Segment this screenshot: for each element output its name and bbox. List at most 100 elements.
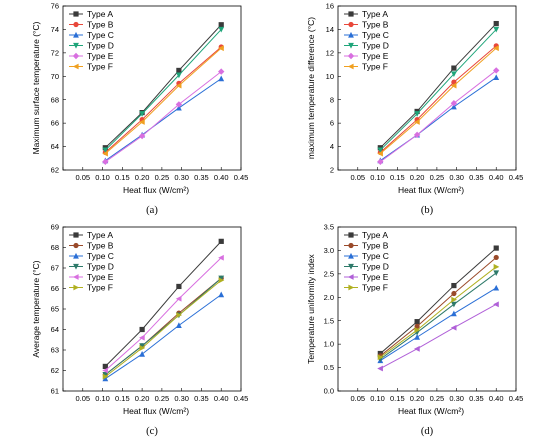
series-type-c: Type C	[344, 251, 500, 364]
y-tick-label: 2.0	[324, 293, 334, 302]
data-point	[377, 365, 383, 372]
data-point	[175, 295, 182, 302]
y-tick-label: 8	[330, 95, 334, 104]
data-point	[102, 372, 109, 378]
x-tick-label: 0.05	[75, 173, 90, 182]
series-type-d: Type D	[344, 26, 500, 154]
data-point	[175, 72, 182, 79]
legend-marker	[348, 284, 355, 291]
legend-label: Type A	[87, 230, 113, 240]
data-point	[450, 324, 457, 331]
data-point	[102, 367, 108, 374]
series-type-f: Type F	[344, 45, 499, 157]
data-point	[139, 343, 146, 349]
series-line	[379, 247, 497, 354]
legend-marker	[73, 263, 79, 270]
legend-label: Type A	[362, 9, 388, 19]
data-point	[493, 254, 499, 261]
legend-marker	[347, 52, 355, 60]
legend-marker	[73, 31, 79, 38]
data-point	[139, 345, 146, 351]
series-line	[104, 241, 222, 367]
data-point	[493, 74, 500, 81]
series-line	[105, 279, 222, 378]
y-tick-label: 66	[51, 119, 59, 128]
y-tick-label: 70	[51, 72, 59, 81]
y-tick-label: 62	[51, 166, 59, 175]
data-point	[493, 301, 499, 308]
legend-label: Type B	[362, 241, 389, 251]
x-tick-label: 0.10	[95, 394, 110, 403]
panel-label: (c)	[146, 426, 158, 437]
y-axis-title: maximum temperature difference (°C)	[306, 17, 316, 159]
data-point	[414, 327, 421, 333]
y-axis-title: Maximum surface temperature (°C)	[31, 21, 41, 154]
series-line	[105, 78, 222, 162]
data-point	[102, 373, 109, 380]
y-tick-label: 2.5	[324, 269, 334, 278]
data-point	[450, 100, 458, 107]
legend-label: Type B	[362, 20, 389, 30]
y-tick-label: 69	[51, 223, 59, 232]
data-point	[139, 119, 145, 125]
y-tick-label: 16	[326, 2, 334, 11]
y-tick-label: 64	[51, 325, 59, 334]
data-point	[218, 254, 224, 261]
data-point	[413, 131, 421, 139]
data-point	[218, 45, 224, 52]
series-type-e: Type E	[69, 254, 224, 374]
legend-label: Type B	[87, 241, 114, 251]
x-axis-title: Heat flux (W/cm²)	[398, 185, 464, 195]
legend-marker	[348, 11, 354, 17]
series-type-e: Type E	[69, 51, 225, 165]
y-tick-label: 6	[330, 119, 334, 128]
y-axis-title: Average temperature (°C)	[31, 260, 41, 357]
x-tick-label: 0.20	[410, 394, 425, 403]
legend-label: Type C	[362, 30, 389, 40]
series-type-f: Type F	[69, 277, 225, 380]
legend-marker	[73, 252, 79, 259]
x-tick-label: 0.35	[469, 394, 484, 403]
y-tick-label: 66	[51, 284, 59, 293]
x-tick-label: 0.05	[350, 394, 365, 403]
data-point	[139, 111, 146, 117]
legend-label: Type F	[87, 283, 113, 293]
data-point	[139, 326, 145, 333]
legend-marker	[348, 242, 354, 249]
data-point	[451, 290, 457, 297]
data-point	[377, 150, 383, 157]
x-tick-label: 0.30	[174, 394, 189, 403]
panel-label: (d)	[421, 426, 434, 437]
y-tick-label: 67	[51, 264, 59, 273]
legend-marker	[73, 11, 79, 17]
y-tick-label: 68	[51, 243, 59, 252]
data-point	[175, 322, 182, 328]
y-tick-label: 2	[330, 166, 334, 175]
y-tick-label: 64	[51, 142, 59, 151]
legend-label: Type E	[87, 51, 114, 61]
legend-label: Type B	[87, 20, 114, 30]
data-point	[175, 82, 182, 89]
y-tick-label: 14	[326, 25, 334, 34]
legend-marker	[73, 232, 79, 238]
chart-panel: 0.05 0.10 0.15 0.20 0.25 0.30 0.35 0.40 0.45 62 64…	[31, 2, 248, 216]
x-tick-label: 0.30	[449, 394, 464, 403]
legend-marker	[73, 21, 79, 28]
series-line	[380, 257, 497, 357]
series-line	[379, 47, 497, 154]
series-line	[104, 29, 222, 151]
x-axis-title: Heat flux (W/cm²)	[398, 406, 464, 416]
legend-marker	[348, 42, 354, 49]
data-point	[102, 158, 109, 165]
x-tick-label: 0.15	[115, 394, 130, 403]
chart-panel: 0.05 0.10 0.15 0.20 0.25 0.30 0.35 0.40 0.45 2 4 6 8…	[306, 2, 523, 216]
data-point	[218, 238, 224, 244]
legend-marker	[73, 42, 79, 49]
y-tick-label: 1.0	[324, 340, 334, 349]
data-point	[414, 319, 420, 325]
legend-label: Type C	[362, 251, 389, 261]
data-point	[414, 345, 420, 352]
legend-label: Type C	[87, 30, 114, 40]
